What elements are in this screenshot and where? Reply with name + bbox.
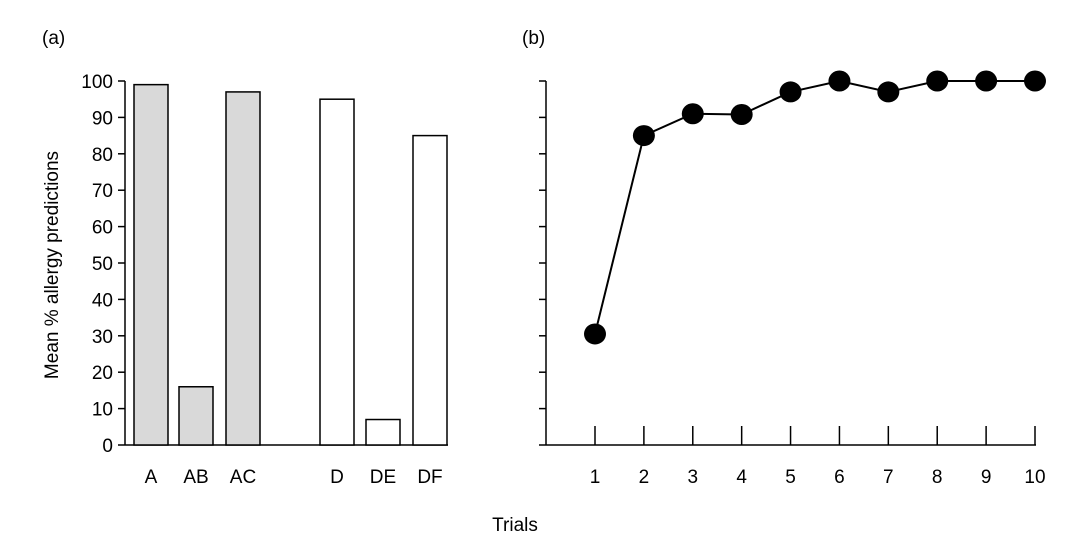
panel-b-x-tick-label: 10	[1024, 467, 1045, 488]
bar-ac	[225, 91, 261, 446]
panel-a-y-tick-label: 30	[92, 327, 113, 348]
panel-b-y-ticks	[539, 80, 546, 446]
panel-a-x-tick-label: D	[330, 467, 344, 488]
data-point-trial-10	[1024, 70, 1046, 92]
panel-a-y-ticks: 0 10 20 30 40 50 60 70 80 90 100	[81, 72, 125, 457]
trials-line	[594, 79, 1035, 335]
data-point-trial-6	[828, 70, 851, 92]
data-point-trial-4	[730, 103, 753, 125]
panel-b-x-tick-label: 9	[981, 467, 992, 488]
x-axis-title: Trials	[492, 515, 538, 536]
panel-a-x-tick-label: DE	[370, 467, 396, 488]
panel-b-label: (b)	[522, 28, 545, 49]
data-point-trial-5	[779, 81, 802, 103]
bar-df	[412, 134, 448, 446]
panel-a-y-tick-label: 60	[92, 218, 113, 239]
panel-a-label: (a)	[42, 28, 65, 49]
panel-b-x-ticks: 1 2 3 4 5 6 7 8 9 10	[590, 426, 1046, 488]
panel-b-x-tick-label: 8	[932, 467, 943, 488]
panel-a-y-axis-title: Mean % allergy predictions	[42, 151, 63, 379]
panel-a-y-tick-label: 90	[92, 108, 113, 129]
data-point-trial-9	[975, 70, 998, 92]
panel-b-x-tick-label: 7	[883, 467, 894, 488]
bar-ab	[178, 386, 214, 446]
panel-b-series	[584, 70, 1046, 345]
panel-b-x-tick-label: 5	[785, 467, 796, 488]
panel-b-x-tick-label: 1	[590, 467, 601, 488]
data-point-trial-8	[926, 70, 949, 92]
data-point-trial-1	[584, 323, 606, 345]
panel-a-x-tick-label: AB	[183, 467, 208, 488]
data-point-trial-2	[632, 125, 655, 147]
panel-a-x-tick-labels: A AB AC D DE DF	[145, 467, 443, 488]
panel-a-y-tick-label: 70	[92, 181, 113, 202]
panel-a-y-tick-label: 100	[81, 72, 113, 93]
bar-de	[365, 418, 401, 446]
panel-a-bars	[133, 83, 448, 446]
bar-a	[133, 83, 169, 446]
panel-a-x-tick-label: A	[145, 467, 158, 488]
panel-a: (a) Mean % allergy predictions 0 10 20 30 40…	[42, 28, 448, 488]
panel-b-x-tick-label: 6	[834, 467, 845, 488]
data-point-trial-3	[681, 103, 704, 125]
panel-b-x-tick-label: 4	[736, 467, 747, 488]
panel-a-y-tick-label: 50	[92, 254, 113, 275]
panel-a-y-tick-label: 20	[92, 363, 113, 384]
panel-a-x-tick-label: AC	[230, 467, 256, 488]
panel-b-x-tick-label: 2	[639, 467, 650, 488]
data-point-trial-7	[877, 81, 900, 103]
panel-a-y-tick-label: 40	[92, 290, 113, 311]
panel-b: (b) 1 2 3 4 5 6 7 8 9 10 Trials	[492, 28, 1046, 536]
panel-a-x-tick-label: DF	[417, 467, 442, 488]
panel-b-x-tick-label: 3	[687, 467, 698, 488]
panel-a-y-tick-label: 80	[92, 145, 113, 166]
bar-d	[319, 98, 355, 446]
panel-a-y-tick-label: 0	[102, 436, 113, 457]
panel-a-y-tick-label: 10	[92, 400, 113, 421]
